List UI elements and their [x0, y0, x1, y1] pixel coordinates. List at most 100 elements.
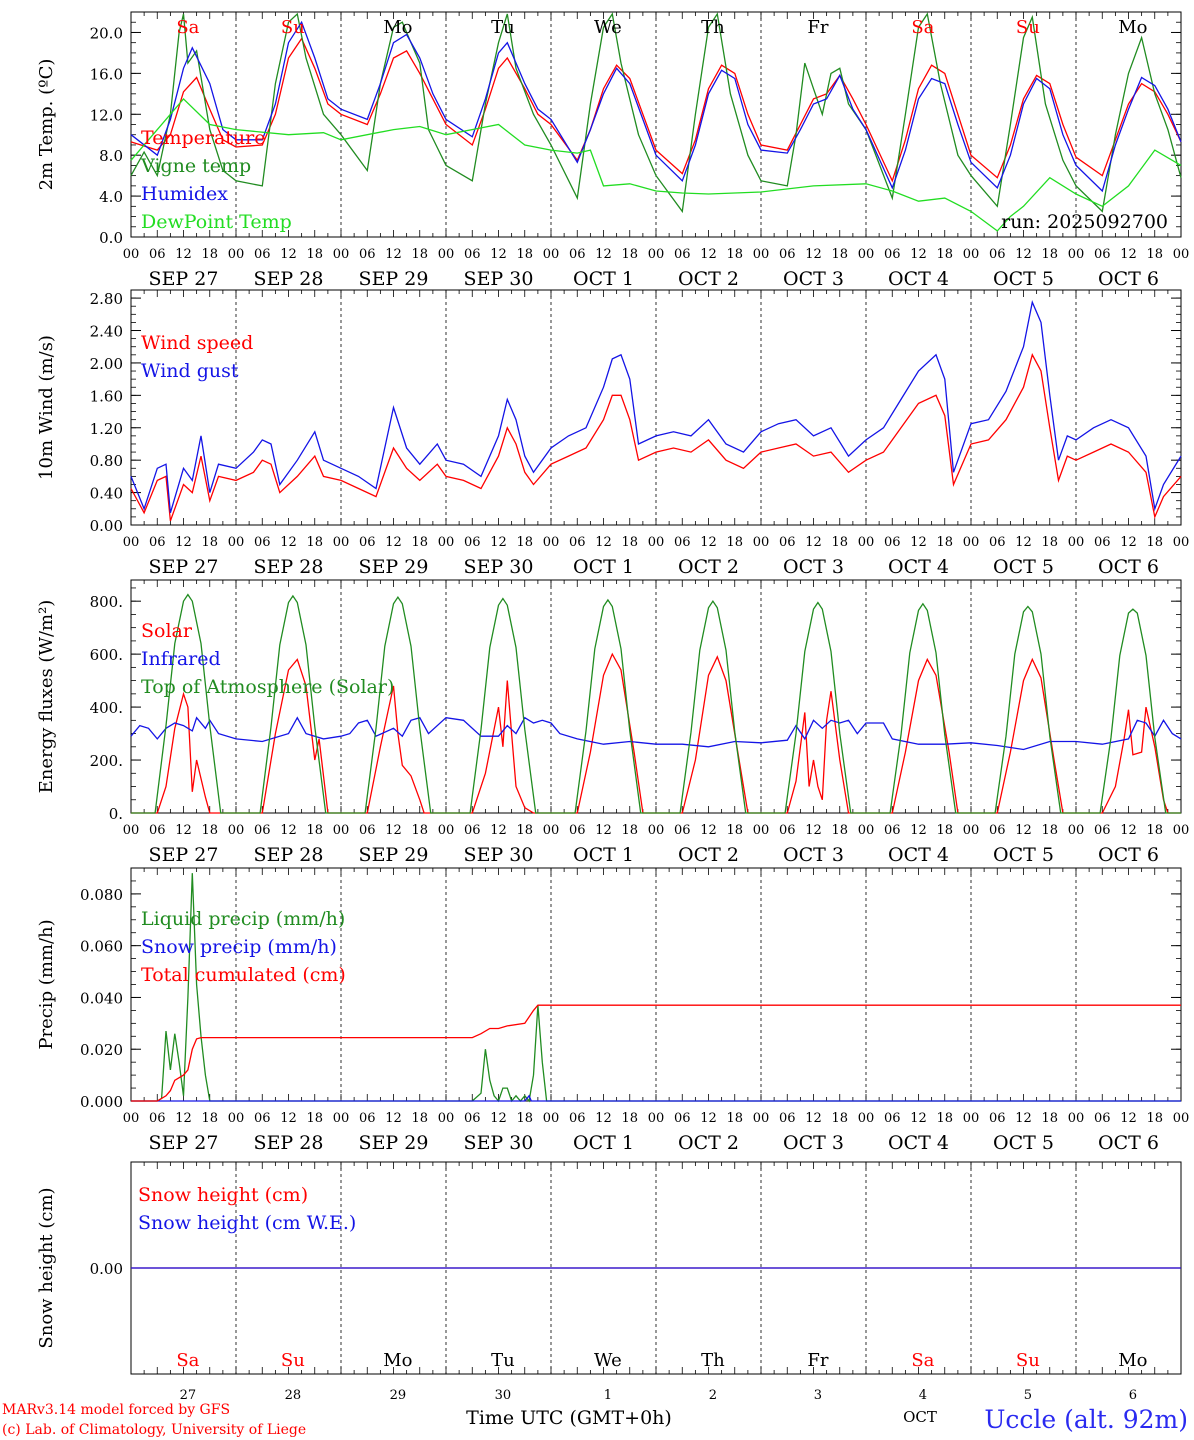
hour-label: 18 [1146, 1111, 1163, 1126]
hour-label: 06 [254, 535, 271, 550]
legend-entry: Solar [141, 620, 193, 642]
hour-label: 18 [201, 535, 218, 550]
hour-label: 12 [700, 535, 717, 550]
day-number-label: 29 [390, 1388, 407, 1403]
hour-label: 06 [779, 535, 796, 550]
hour-label: 00 [753, 535, 770, 550]
hour-label: 06 [254, 823, 271, 838]
hour-label: 12 [805, 1111, 822, 1126]
series-line-top-of-atmosphere-solar [131, 593, 1181, 814]
hour-label: 12 [385, 247, 402, 262]
hour-label: 06 [149, 247, 166, 262]
date-label: SEP 28 [254, 556, 324, 578]
hour-label: 18 [201, 247, 218, 262]
date-label: SEP 29 [359, 1132, 429, 1154]
hour-label: 00 [753, 247, 770, 262]
y-tick-label: 12.0 [90, 106, 123, 124]
y-tick-label: 0.060 [80, 938, 123, 956]
y-axis-label: Snow height (cm) [36, 1187, 57, 1348]
weekday-label: Sa [176, 17, 199, 38]
weekday-label: Fr [807, 17, 828, 38]
legend-entry: Wind speed [141, 332, 253, 354]
hour-label: 18 [726, 1111, 743, 1126]
hour-label: 00 [858, 823, 875, 838]
hour-label: 18 [411, 823, 428, 838]
hour-label: 18 [936, 535, 953, 550]
series-line-wind-gust [130, 300, 1182, 513]
hour-label: 18 [621, 1111, 638, 1126]
hour-label: 00 [858, 1111, 875, 1126]
x-axis-label: Time UTC (GMT+0h) [466, 1407, 672, 1429]
date-label: OCT 3 [783, 844, 844, 866]
y-tick-label: 200. [90, 752, 123, 770]
series-line-temperature [130, 37, 1182, 183]
hour-label: 00 [123, 823, 140, 838]
hour-label: 06 [884, 247, 901, 262]
hour-label: 06 [254, 247, 271, 262]
date-label: OCT 5 [993, 556, 1054, 578]
legend-entry: Infrared [141, 648, 221, 670]
hour-label: 00 [963, 823, 980, 838]
series-line-wind-speed [130, 353, 1182, 522]
hour-label: 12 [280, 823, 297, 838]
hour-label: 12 [490, 535, 507, 550]
hour-label: 06 [359, 535, 376, 550]
hour-label: 06 [674, 535, 691, 550]
date-label: OCT 4 [888, 268, 949, 290]
hour-label: 12 [1120, 247, 1137, 262]
date-label: OCT 6 [1098, 268, 1159, 290]
y-axis-label: Energy fluxes (W/m²) [36, 600, 57, 794]
hour-label: 12 [1015, 535, 1032, 550]
hour-label: 18 [411, 1111, 428, 1126]
series-line-dewpoint-temp [130, 97, 1182, 232]
hour-label: 00 [753, 823, 770, 838]
weekday-label: Tu [491, 1350, 515, 1371]
weekday-label: Mo [383, 17, 412, 38]
date-label: OCT 4 [888, 844, 949, 866]
hour-label: 00 [228, 823, 245, 838]
hour-label: 06 [464, 1111, 481, 1126]
date-label: SEP 27 [149, 1132, 219, 1154]
hour-label: 18 [516, 535, 533, 550]
hour-label: 00 [1068, 247, 1085, 262]
weekday-label: Mo [1118, 17, 1147, 38]
series-line-liquid-precip-mm-h [131, 873, 1181, 1103]
hour-label: 06 [359, 247, 376, 262]
hour-label: 18 [831, 823, 848, 838]
weekday-label: Sa [911, 17, 934, 38]
y-tick-label: 0.40 [90, 485, 123, 503]
panel-temperature: 0.0 4.0 8.0 12.0 16.0 20.0 2m Temp. (ºC) Temper… [36, 11, 1189, 290]
y-tick-label: 0. [109, 805, 123, 823]
hour-label: 06 [884, 1111, 901, 1126]
date-label: OCT 2 [678, 844, 739, 866]
hour-label: 00 [333, 247, 350, 262]
hour-label: 18 [1146, 535, 1163, 550]
y-tick-label: 400. [90, 699, 123, 717]
date-label: SEP 29 [359, 556, 429, 578]
legend-entry: Total cumulated (cm) [141, 964, 346, 986]
hour-label: 00 [648, 1111, 665, 1126]
hour-label: 06 [464, 823, 481, 838]
hour-label: 12 [175, 823, 192, 838]
hour-label: 00 [648, 247, 665, 262]
date-label: OCT 5 [993, 268, 1054, 290]
hour-label: 18 [831, 247, 848, 262]
weekday-label: Mo [383, 1350, 412, 1371]
hour-label: 00 [333, 1111, 350, 1126]
weekday-label: Th [701, 1350, 725, 1371]
weekday-label: Tu [491, 17, 515, 38]
hour-label: 12 [490, 823, 507, 838]
y-tick-label: 0.00 [90, 517, 123, 535]
hour-label: 00 [438, 535, 455, 550]
hour-label: 06 [149, 535, 166, 550]
series-line-infrared [130, 716, 1182, 751]
legend-entry: Snow precip (mm/h) [141, 936, 337, 958]
day-number-label: 4 [919, 1388, 927, 1403]
hour-label: 06 [1094, 823, 1111, 838]
date-label: OCT 1 [573, 844, 634, 866]
hour-label: 12 [595, 247, 612, 262]
hour-label: 00 [963, 1111, 980, 1126]
date-label: SEP 30 [464, 1132, 534, 1154]
hour-label: 18 [1041, 823, 1058, 838]
hour-label: 06 [989, 535, 1006, 550]
